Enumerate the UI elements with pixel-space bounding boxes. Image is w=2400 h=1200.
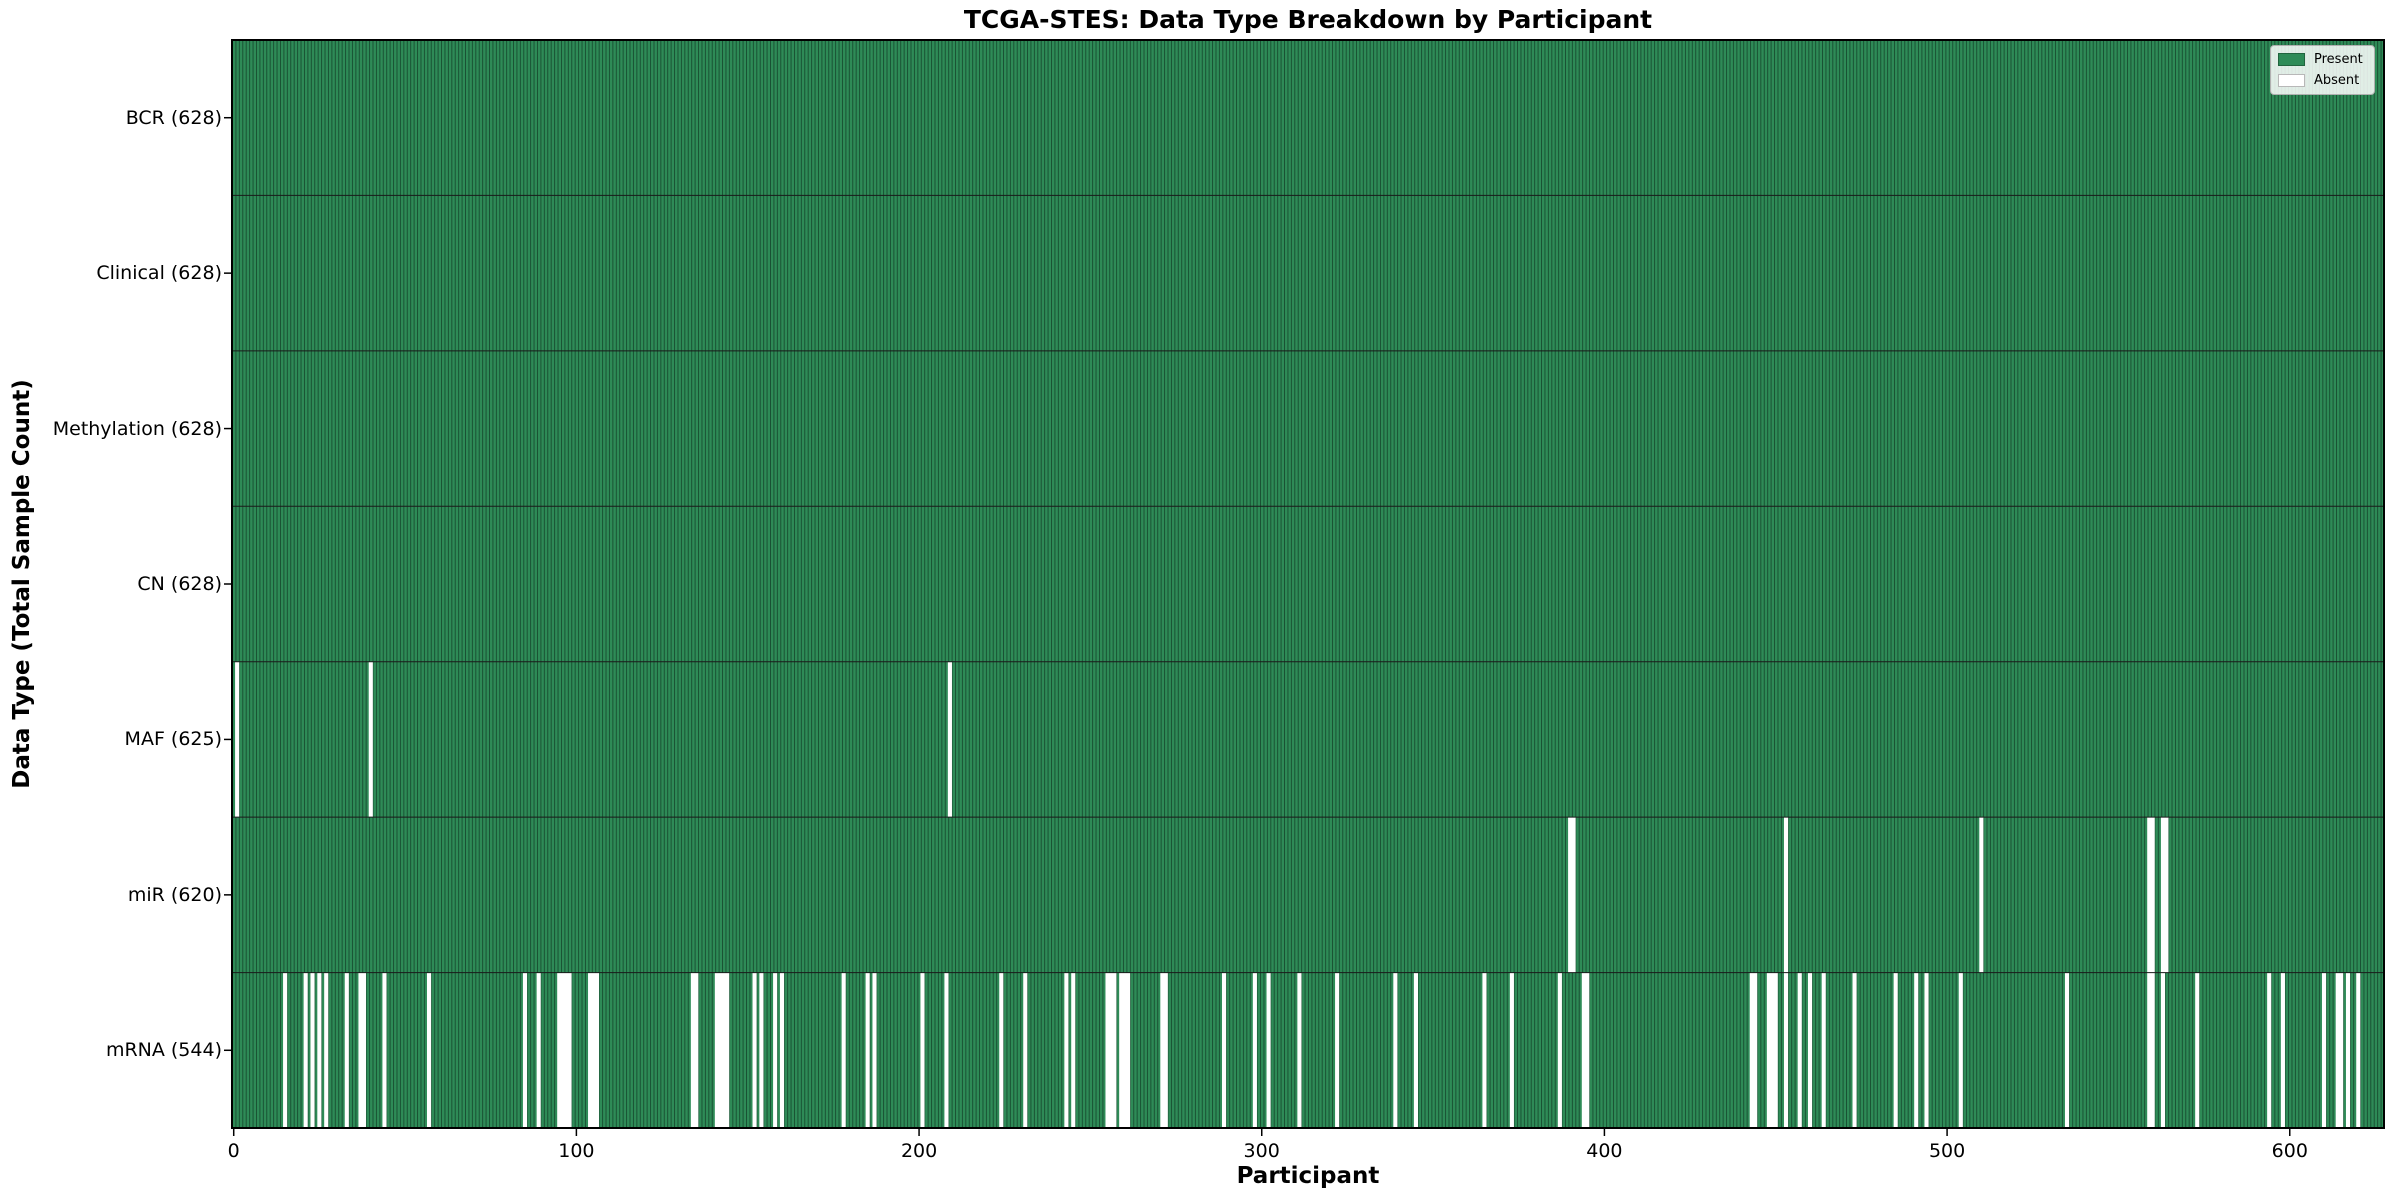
x-tick-0: 0: [227, 1140, 240, 1162]
x-tick-500: 500: [1928, 1140, 1966, 1162]
x-tick-100: 100: [558, 1140, 595, 1162]
legend-absent-label: Absent: [2314, 73, 2360, 88]
row-label-bcr: BCR (628): [125, 106, 222, 129]
legend-item-present: Present: [2278, 52, 2363, 67]
heatmap-plot: [224, 39, 2385, 1136]
legend-item-absent: Absent: [2278, 73, 2363, 88]
chart-title: TCGA-STES: Data Type Breakdown by Partic…: [963, 5, 1653, 34]
legend-absent-swatch: [2278, 74, 2305, 87]
row-label-clinical: Clinical (628): [96, 262, 222, 285]
x-axis-label: Participant: [1236, 1163, 1380, 1189]
row-label-mir: miR (620): [127, 883, 222, 906]
legend-present-label: Present: [2314, 52, 2363, 67]
x-tick-200: 200: [900, 1140, 938, 1162]
legend-present-swatch: [2278, 53, 2305, 66]
y-axis-label: Data Type (Total Sample Count): [9, 379, 35, 789]
x-tick-400: 400: [1586, 1140, 1623, 1162]
legend: Present Absent: [2270, 45, 2375, 95]
row-label-maf: MAF (625): [124, 728, 222, 751]
row-label-methylation: Methylation (628): [52, 417, 222, 440]
x-tick-300: 300: [1243, 1140, 1280, 1162]
row-label-cn: CN (628): [137, 573, 222, 595]
row-label-mrna: mRNA (544): [105, 1039, 222, 1062]
x-tick-600: 600: [2271, 1140, 2308, 1162]
